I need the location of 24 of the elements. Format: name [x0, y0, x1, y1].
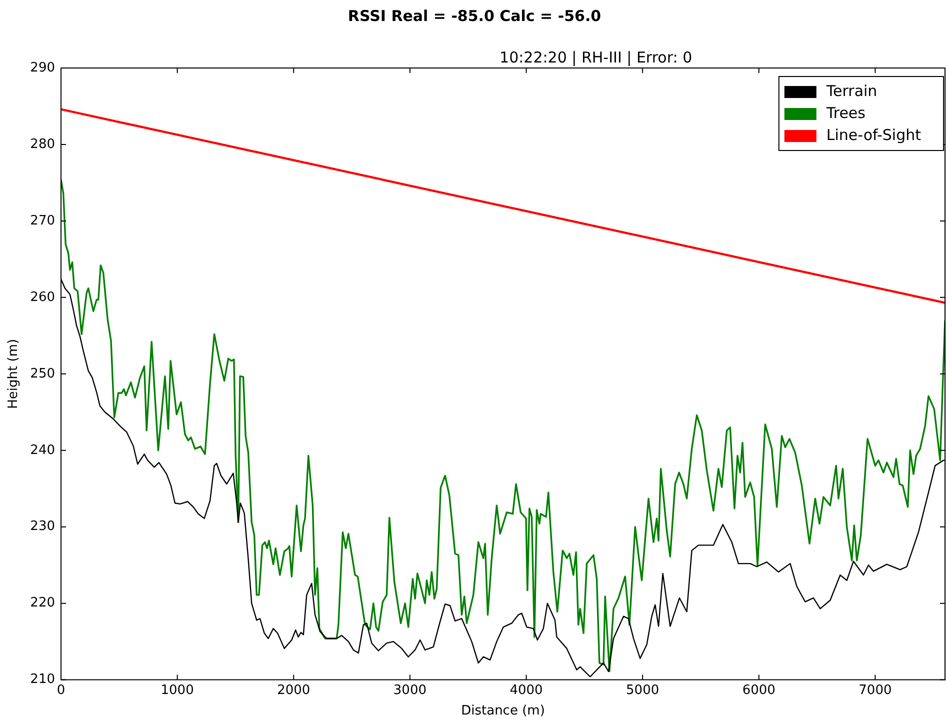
- y-tick-label: 230: [30, 519, 55, 534]
- legend-label: Terrain: [825, 82, 878, 100]
- x-tick-label: 6000: [742, 682, 776, 698]
- x-tick-label: 4000: [510, 682, 543, 698]
- x-tick-label: 1000: [160, 682, 194, 698]
- y-tick-label: 210: [30, 672, 55, 688]
- chart-subtitle: 10:22:20 | RH-III | Error: 0: [500, 48, 692, 66]
- y-tick-label: 220: [30, 596, 55, 611]
- chart-title: RSSI Real = -85.0 Calc = -56.0: [348, 6, 602, 25]
- legend-label: Line-of-Sight: [826, 126, 922, 144]
- y-tick-label: 290: [30, 60, 55, 76]
- legend-label: Trees: [825, 104, 866, 122]
- x-axis-title: Distance (m): [461, 704, 545, 719]
- y-tick-label: 250: [30, 366, 55, 382]
- y-tick-label: 240: [30, 442, 55, 458]
- y-axis-title: Height (m): [6, 338, 22, 409]
- y-tick-label: 260: [30, 290, 55, 305]
- y-tick-label: 280: [30, 136, 55, 152]
- x-tick-label: 7000: [858, 682, 892, 698]
- y-tick-label: 270: [30, 213, 55, 228]
- x-tick-label: 3000: [393, 682, 426, 698]
- x-tick-label: 5000: [626, 682, 660, 698]
- x-tick-label: 2000: [277, 682, 310, 698]
- x-tick-label: 0: [56, 682, 66, 698]
